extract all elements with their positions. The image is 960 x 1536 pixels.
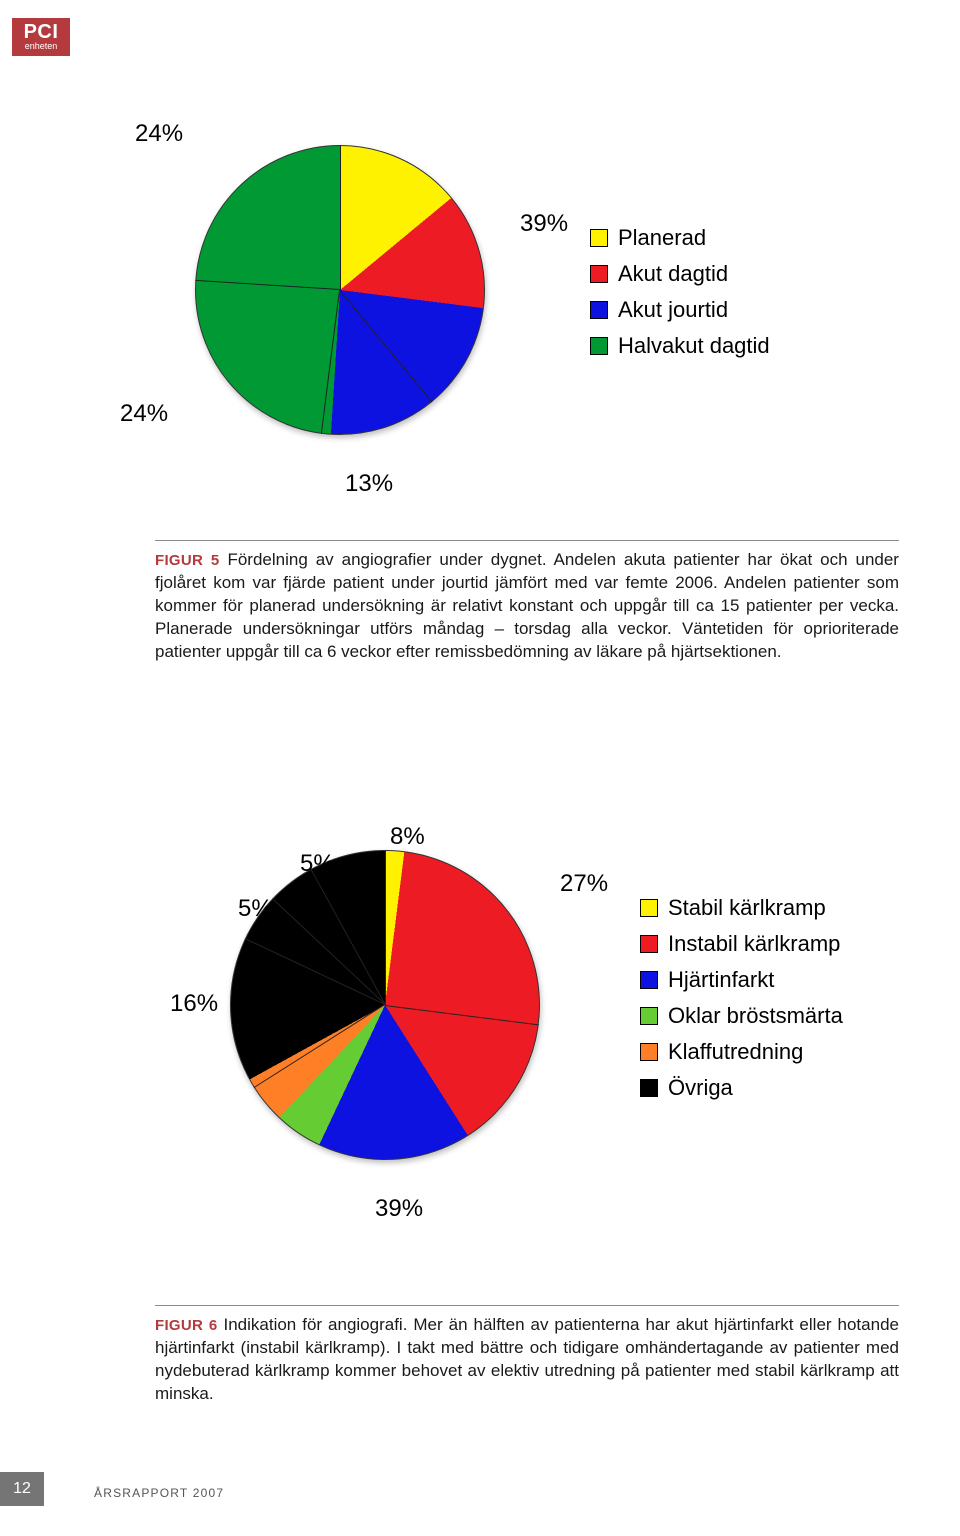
figure-6-legend-item: Instabil kärlkramp: [640, 931, 843, 957]
footer-report-label: ÅRSRAPPORT 2007: [94, 1486, 224, 1500]
figure-5-legend-item: Halvakut dagtid: [590, 333, 770, 359]
legend-swatch: [590, 337, 608, 355]
legend-swatch: [640, 971, 658, 989]
legend-label: Akut dagtid: [618, 261, 728, 287]
legend-label: Oklar bröstsmärta: [668, 1003, 843, 1029]
figure-6-legend-item: Oklar bröstsmärta: [640, 1003, 843, 1029]
figure-5-legend: Planerad Akut dagtid Akut jourtid Halvakut …: [590, 225, 770, 359]
logo-top: PCI: [24, 23, 59, 41]
legend-label: Hjärtinfarkt: [668, 967, 774, 993]
figure-6-caption: FIGUR 6 Indikation för angiografi. Mer ä…: [155, 1305, 899, 1406]
legend-swatch: [640, 1043, 658, 1061]
figure-5-caption: FIGUR 5 Fördelning av angiografier under…: [155, 540, 899, 664]
figure-5-pct-label: 39%: [520, 210, 568, 238]
figure-6-legend-item: Hjärtinfarkt: [640, 967, 843, 993]
legend-label: Övriga: [668, 1075, 733, 1101]
legend-label: Instabil kärlkramp: [668, 931, 840, 957]
legend-label: Halvakut dagtid: [618, 333, 770, 359]
figure-6-legend-item: Klaffutredning: [640, 1039, 843, 1065]
legend-label: Akut jourtid: [618, 297, 728, 323]
legend-label: Klaffutredning: [668, 1039, 803, 1065]
legend-label: Stabil kärlkramp: [668, 895, 826, 921]
legend-swatch: [590, 229, 608, 247]
figure-5-legend-item: Akut dagtid: [590, 261, 770, 287]
figure-5-pct-label: 13%: [345, 470, 393, 498]
figure-6-pct-label: 39%: [375, 1195, 423, 1223]
figure-5-text: Fördelning av angiografier under dygnet.…: [155, 550, 899, 661]
figure-6-pct-label: 16%: [170, 990, 218, 1018]
figure-6-pct-label: 27%: [560, 870, 608, 898]
figure-6-number: FIGUR 6: [155, 1317, 218, 1334]
figure-5-legend-item: Akut jourtid: [590, 297, 770, 323]
figure-6-legend: Stabil kärlkramp Instabil kärlkramp Hjärti…: [640, 895, 843, 1101]
legend-swatch: [640, 935, 658, 953]
figure-6-legend-item: Stabil kärlkramp: [640, 895, 843, 921]
figure-6-legend-item: Övriga: [640, 1075, 843, 1101]
figure-5-pct-label: 24%: [120, 400, 168, 428]
figure-6-text: Indikation för angiografi. Mer än hälfte…: [155, 1315, 899, 1403]
logo-bottom: enheten: [25, 41, 58, 51]
legend-swatch: [590, 301, 608, 319]
page-number: 12: [0, 1472, 44, 1506]
figure-6-pct-label: 5%: [238, 895, 273, 923]
figure-6-pct-label: 8%: [390, 823, 425, 851]
figure-5-number: FIGUR 5: [155, 552, 220, 569]
figure-5-pct-label: 24%: [135, 120, 183, 148]
legend-label: Planerad: [618, 225, 706, 251]
legend-swatch: [590, 265, 608, 283]
figure-5-legend-item: Planerad: [590, 225, 770, 251]
legend-swatch: [640, 1007, 658, 1025]
legend-swatch: [640, 1079, 658, 1097]
legend-swatch: [640, 899, 658, 917]
figure-6-pct-label: 5%: [300, 850, 335, 878]
brand-logo: PCI enheten: [12, 18, 70, 56]
